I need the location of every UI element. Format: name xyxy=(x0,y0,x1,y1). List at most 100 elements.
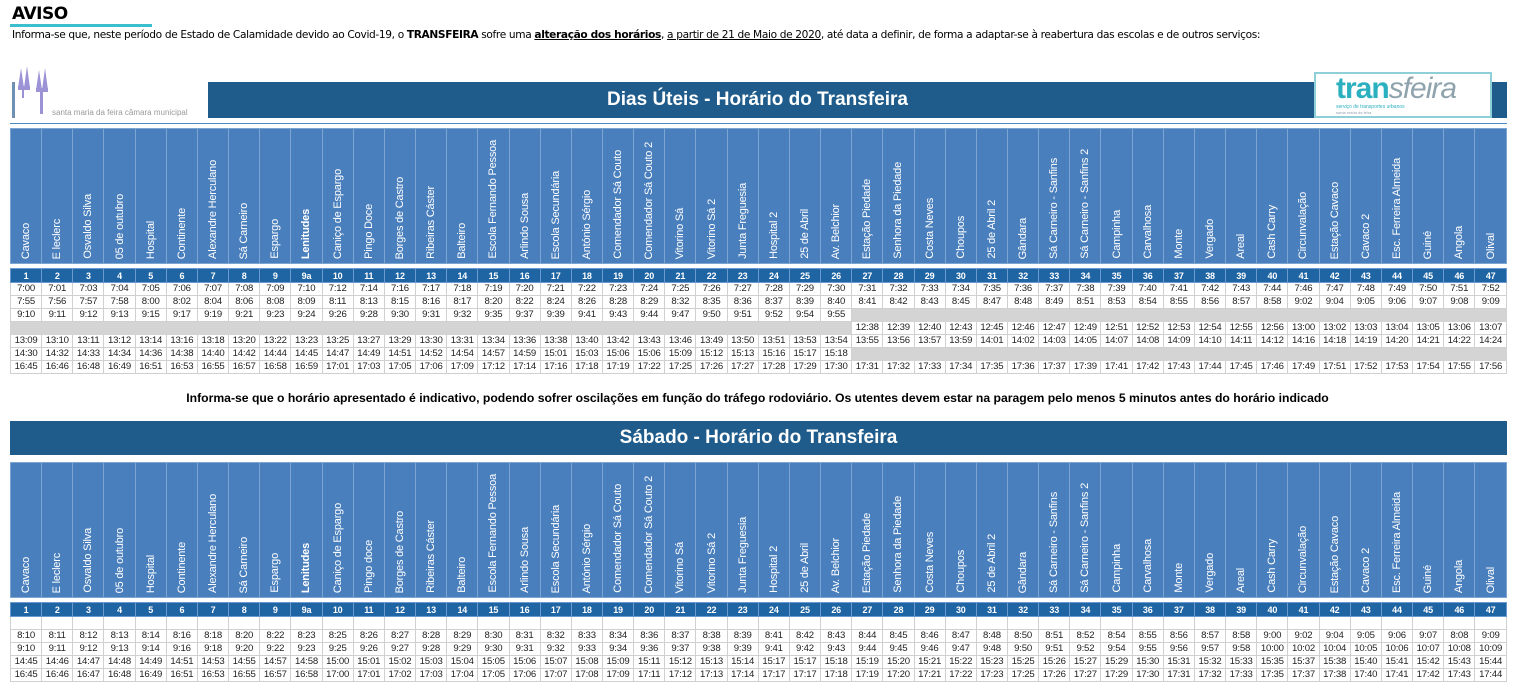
stop-number: 6 xyxy=(165,602,198,617)
stop-name: Escola Fernando Pessoa xyxy=(487,140,500,259)
time-cell: 8:48 xyxy=(1006,295,1040,309)
time-cell: 8:40 xyxy=(820,295,853,309)
time-cell: 13:29 xyxy=(383,334,417,348)
time-cell: 7:12 xyxy=(321,282,354,296)
table-row: 7:55 7:56 7:57 7:58 8:00 8:02 8:04 8:06 8:08 8:09… xyxy=(9,295,1507,309)
no-service-cell xyxy=(1100,308,1133,322)
time-cell xyxy=(134,616,167,630)
time-cell: 8:27 xyxy=(383,629,417,643)
stop-name: António Sérgio xyxy=(580,189,593,259)
time-cell: 7:56 xyxy=(41,295,74,309)
notice-text-1: Informa-se que, neste período de Estado … xyxy=(12,29,407,41)
time-cell xyxy=(633,616,666,630)
time-cell: 8:29 xyxy=(446,629,479,643)
stop-name-cell: Av. Belchior xyxy=(820,462,853,598)
time-cell: 17:18 xyxy=(570,360,603,374)
time-cell: 14:45 xyxy=(9,655,43,669)
stop-name-cell: Av. Belchior xyxy=(820,128,853,264)
stop-number: 25 xyxy=(788,268,822,283)
time-cell: 17:17 xyxy=(788,668,822,682)
stop-number: 40 xyxy=(1256,602,1289,617)
stop-name-cell: Balteiro xyxy=(446,462,479,598)
time-cell: 12:51 xyxy=(1100,321,1133,335)
time-cell xyxy=(851,616,884,630)
stop-number: 28 xyxy=(882,602,915,617)
time-cell: 9:55 xyxy=(820,308,853,322)
time-cell: 13:36 xyxy=(508,334,541,348)
stop-number: 2 xyxy=(41,602,74,617)
time-cell: 9:46 xyxy=(913,642,946,656)
time-cell: 16:51 xyxy=(165,668,198,682)
stop-name-cell: Vergado xyxy=(1193,462,1227,598)
no-service-cell xyxy=(72,321,105,335)
stop-number: 16 xyxy=(508,602,541,617)
time-cell: 17:33 xyxy=(913,360,946,374)
time-cell xyxy=(1038,616,1071,630)
no-service-cell xyxy=(913,308,946,322)
time-cell: 8:30 xyxy=(477,629,510,643)
stop-name: Comendador Sá Couto xyxy=(612,484,625,593)
stop-name: Balteiro xyxy=(456,223,469,259)
time-cell: 17:37 xyxy=(1038,360,1071,374)
stop-name: Carvalhosa xyxy=(1141,539,1154,593)
timetable-note: Informa-se que o horário apresentado é i… xyxy=(186,391,1329,405)
time-cell: 17:34 xyxy=(944,360,977,374)
no-service-cell xyxy=(383,321,417,335)
stop-name: Angola xyxy=(1453,225,1466,259)
time-cell: 9:52 xyxy=(757,308,790,322)
stop-name-cell: Estação Cavaco xyxy=(1318,462,1351,598)
time-cell: 8:20 xyxy=(477,295,510,309)
stop-name: Choupos xyxy=(954,216,967,259)
time-cell: 15:42 xyxy=(1412,655,1445,669)
no-service-cell xyxy=(695,321,728,335)
stop-name-cell: Monte xyxy=(1162,462,1195,598)
time-cell: 17:09 xyxy=(446,360,479,374)
weekday-timetable: Cavaco E leclerc Osvaldo Silva 05 de outubr… xyxy=(9,128,1507,374)
time-cell: 8:54 xyxy=(1131,295,1164,309)
stop-number: 33 xyxy=(1038,602,1071,617)
time-cell: 8:00 xyxy=(134,295,167,309)
stop-number: 45 xyxy=(1412,602,1445,617)
stop-name: Areal xyxy=(1235,568,1248,593)
time-cell: 8:49 xyxy=(1038,295,1071,309)
time-cell: 16:49 xyxy=(103,360,136,374)
time-cell: 17:22 xyxy=(633,360,666,374)
time-cell: 7:39 xyxy=(1100,282,1133,296)
time-cell: 14:18 xyxy=(1318,334,1351,348)
time-cell: 15:19 xyxy=(851,655,884,669)
time-cell: 9:33 xyxy=(570,642,603,656)
stop-name: Costa Neves xyxy=(923,532,936,593)
stop-number: 10 xyxy=(321,602,354,617)
time-cell: 14:19 xyxy=(1349,334,1382,348)
no-service-cell xyxy=(975,308,1009,322)
time-cell: 9:57 xyxy=(1193,642,1227,656)
stop-name: Sá Carneiro - Sanfins 2 xyxy=(1079,149,1092,259)
stop-name-cell: Guiné xyxy=(1412,128,1445,264)
time-cell: 7:42 xyxy=(1193,282,1227,296)
time-cell: 15:04 xyxy=(446,655,479,669)
stop-number: 34 xyxy=(1069,268,1102,283)
time-cell: 7:35 xyxy=(975,282,1009,296)
time-cell xyxy=(1162,616,1195,630)
time-cell: 7:06 xyxy=(165,282,198,296)
time-cell: 15:01 xyxy=(352,655,385,669)
time-cell: 8:35 xyxy=(695,295,728,309)
stop-name: 25 de Abril xyxy=(798,209,811,259)
stop-number: 9 xyxy=(259,268,292,283)
time-cell xyxy=(228,616,261,630)
time-cell: 9:20 xyxy=(228,642,261,656)
table-row: 9:10 9:11 9:12 9:13 9:15 9:17 9:19 9:21 9:23 9:24… xyxy=(9,308,1507,322)
stop-number: 16 xyxy=(508,268,541,283)
time-cell: 15:06 xyxy=(601,347,635,361)
time-cell: 8:09 xyxy=(290,295,323,309)
stop-name-cell: Escola Fernando Pessoa xyxy=(477,128,510,264)
time-cell: 9:18 xyxy=(196,642,230,656)
stop-name: Olival xyxy=(1484,232,1497,259)
time-cell: 15:09 xyxy=(601,655,635,669)
time-cell: 15:06 xyxy=(508,655,541,669)
stop-number: 4 xyxy=(103,268,136,283)
time-cell: 9:30 xyxy=(477,642,510,656)
time-cell: 7:16 xyxy=(383,282,417,296)
time-cell: 8:58 xyxy=(1256,295,1289,309)
spacer xyxy=(10,263,1507,269)
